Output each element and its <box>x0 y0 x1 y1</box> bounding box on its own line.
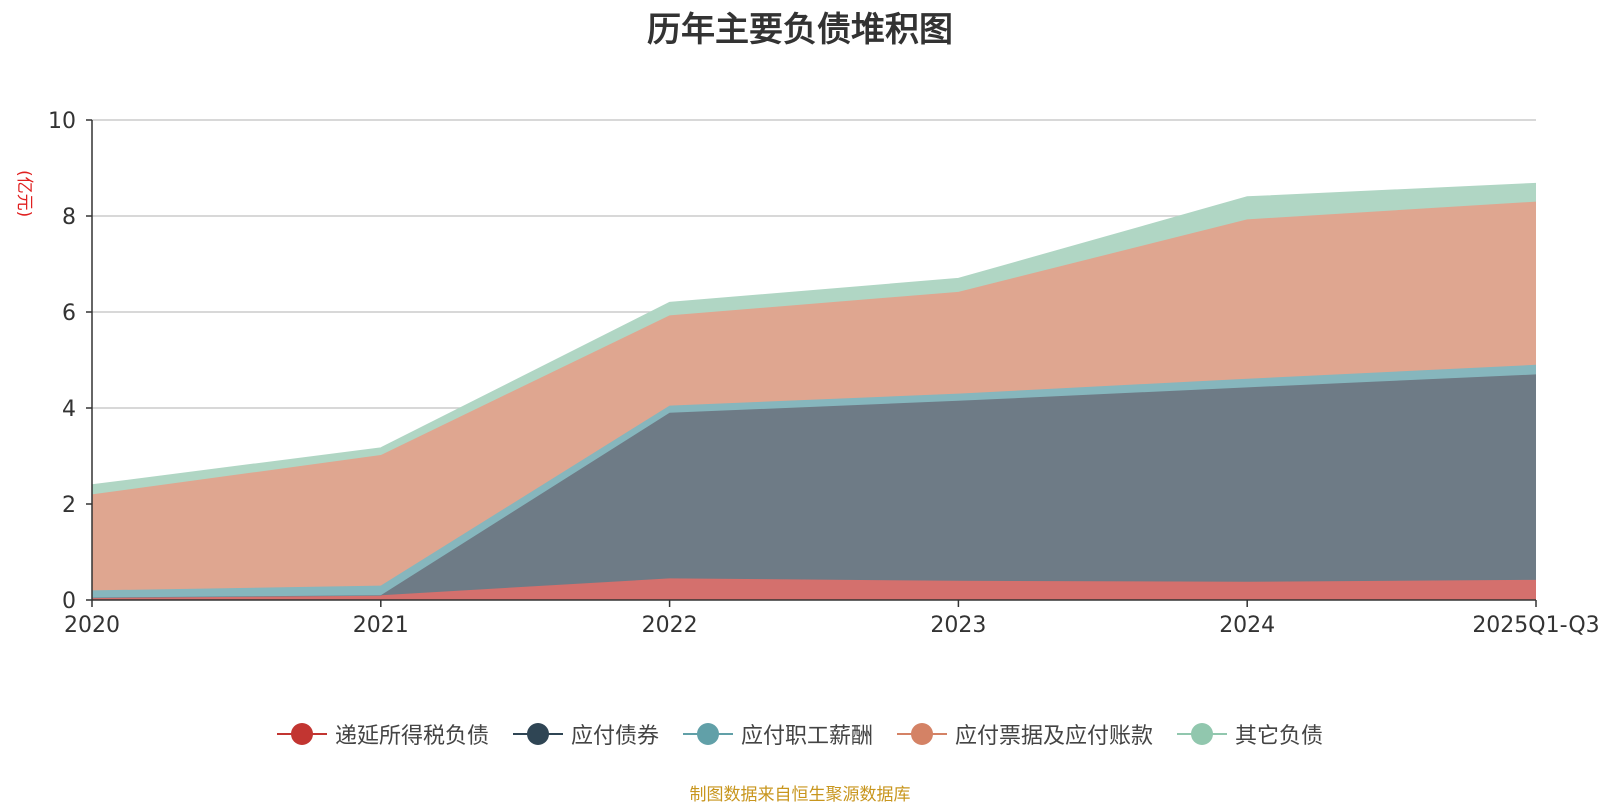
y-tick-label: 8 <box>62 205 76 230</box>
x-tick-label: 2020 <box>64 613 120 638</box>
legend-label: 应付票据及应付账款 <box>955 724 1154 749</box>
y-tick-label: 10 <box>48 109 76 134</box>
legend-label: 递延所得税负债 <box>334 724 489 749</box>
area-series-3 <box>92 201 1536 591</box>
area-series-0 <box>92 578 1536 600</box>
x-tick-label: 2022 <box>642 613 698 638</box>
axis-layer: 0 2 4 6 8 10 2020 2021 2022 2023 2024 2025Q1-Q3 <box>48 109 1600 638</box>
legend-label: 应付职工薪酬 <box>740 724 873 749</box>
area-series-4 <box>92 183 1536 495</box>
legend-item[interactable]: 其它负债 <box>1177 718 1323 750</box>
legend-label: 应付债券 <box>570 724 659 749</box>
x-tick-label: 2021 <box>353 613 409 638</box>
y-tick-label: 2 <box>62 493 76 518</box>
y-tick-label: 6 <box>62 301 76 326</box>
legend: 递延所得税负债 应付债券 应付职工薪酬 应付票据及应付账款 其它负债 <box>0 718 1600 750</box>
y-tick-label: 4 <box>62 397 76 422</box>
legend-label: 其它负债 <box>1235 724 1324 749</box>
chart-title: 历年主要负债堆积图 <box>647 10 953 50</box>
legend-marker <box>512 722 563 746</box>
legend-marker <box>1177 722 1228 746</box>
legend-item[interactable]: 应付职工薪酬 <box>682 718 873 750</box>
y-tick-label: 0 <box>62 589 76 614</box>
legend-item[interactable]: 应付债券 <box>512 718 659 750</box>
x-tick-label: 2023 <box>930 613 986 638</box>
area-series-1 <box>92 374 1536 598</box>
legend-marker <box>276 722 327 746</box>
legend-marker <box>897 722 947 746</box>
area-top-line-4 <box>91 182 1537 486</box>
legend-marker <box>682 722 733 746</box>
stacked-area-chart: 0 2 4 6 8 10 2020 2021 2022 2023 2024 2025Q1-Q3 <box>48 109 1600 638</box>
source-note: 制图数据来自恒生聚源数据库 <box>689 785 911 805</box>
legend-item[interactable]: 应付票据及应付账款 <box>897 718 1153 750</box>
area-layer <box>91 182 1537 600</box>
legend-item[interactable]: 递延所得税负债 <box>276 718 489 750</box>
x-tick-label: 2024 <box>1219 613 1275 638</box>
x-tick-label: 2025Q1-Q3 <box>1472 613 1599 638</box>
